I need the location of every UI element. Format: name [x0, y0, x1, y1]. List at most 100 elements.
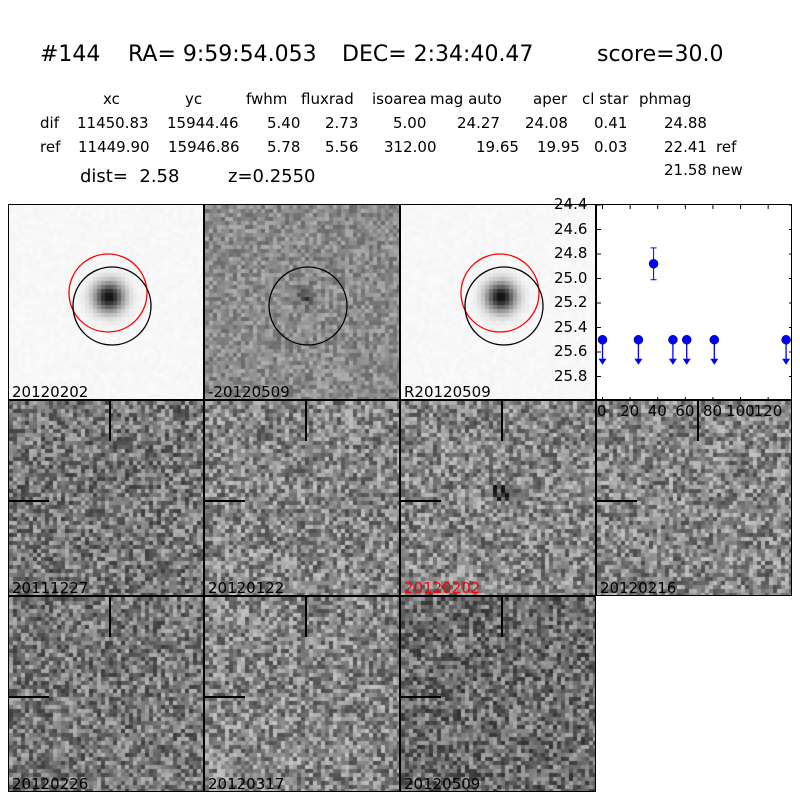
y-tick-label: 25.8: [554, 366, 588, 385]
stamp-date-label: 20120202: [404, 579, 481, 596]
table-cell: 11449.90: [78, 138, 150, 156]
table-cell: 15944.46: [167, 114, 239, 132]
crosshair-vertical: [109, 401, 111, 441]
y-tick-label: 25.2: [554, 293, 588, 311]
table-cell: 0.03: [594, 138, 628, 156]
y-tick-label: 25.4: [554, 317, 588, 336]
table-cell: 312.00: [384, 138, 437, 156]
upper-limit-point: [681, 335, 692, 365]
crosshair-vertical: [697, 401, 699, 441]
column-header: cl star: [582, 90, 629, 108]
aperture-circles: [268, 266, 348, 346]
stamp-image: [9, 597, 203, 791]
crosshair-vertical: [305, 597, 307, 637]
table-cell: 5.56: [325, 138, 359, 156]
y-tick-label: 24.6: [554, 219, 588, 238]
crosshair-vertical: [501, 401, 503, 441]
light-curve-plot: [596, 204, 792, 400]
stamp-image: [205, 597, 399, 791]
row-label: dif: [40, 114, 59, 132]
light-curve-svg: [597, 205, 791, 399]
crosshair-horizontal: [597, 500, 637, 502]
table-cell: 22.41: [664, 138, 707, 156]
table-cell: 19.95: [537, 138, 580, 156]
upper-limit-point: [781, 335, 791, 365]
row-label: ref: [40, 138, 61, 156]
new-aperture-circle: [68, 253, 148, 333]
stamp-date-label: R20120509: [404, 383, 491, 400]
stamp-image: [205, 401, 399, 595]
crosshair-horizontal: [9, 500, 49, 502]
column-header: xc: [103, 90, 120, 108]
ref-aperture-circle: [464, 266, 544, 346]
table-cell: 5.40: [267, 114, 301, 132]
column-header: fwhm: [246, 90, 288, 108]
table-cell: 5.78: [267, 138, 301, 156]
crosshair-vertical: [109, 597, 111, 637]
image-stamp: 20120122: [204, 400, 400, 596]
column-header: fluxrad: [301, 90, 354, 108]
score: score=30.0: [597, 42, 724, 67]
image-stamp: 20120226: [8, 596, 204, 792]
table-cell: 15946.86: [168, 138, 240, 156]
image-stamp: 20111227: [8, 400, 204, 596]
x-tick-label: 100: [726, 402, 755, 420]
stamp-date-label: 20120216: [600, 579, 677, 596]
crosshair-vertical: [501, 597, 503, 637]
y-tick-label: 24.8: [554, 244, 588, 262]
crosshair-horizontal: [205, 500, 245, 502]
aperture-circles: [460, 253, 544, 346]
table-cell: 19.65: [476, 138, 519, 156]
column-header: aper: [533, 90, 568, 108]
image-stamp: -20120509: [204, 204, 400, 400]
new-mag: 21.58 new: [664, 161, 743, 179]
crosshair-horizontal: [205, 696, 245, 698]
detection-point: [648, 247, 659, 281]
stamp-image: [9, 401, 203, 595]
row-suffix: ref: [716, 138, 737, 156]
stamp-date-label: -20120509: [208, 383, 290, 400]
table-cell: 2.73: [325, 114, 359, 132]
table-cell: 11450.83: [77, 114, 149, 132]
dec: DEC= 2:34:40.47: [342, 42, 534, 67]
crosshair-horizontal: [9, 696, 49, 698]
image-stamp: 20120202: [400, 400, 596, 596]
x-tick-label: 120: [753, 402, 783, 420]
candidate-id: #144: [40, 42, 101, 67]
redshift: z=0.2550: [228, 166, 316, 187]
column-header: yc: [185, 90, 203, 108]
stamp-date-label: 20120317: [208, 775, 285, 792]
image-stamp: 20120216: [596, 400, 792, 596]
y-tick-label: 24.4: [554, 195, 588, 213]
y-tick-label: 25.6: [554, 342, 588, 360]
stamp-date-label: 20120509: [404, 775, 481, 792]
upper-limit-point: [633, 335, 644, 365]
stamp-date-label: 20120122: [208, 579, 285, 596]
stamp-image: [401, 401, 595, 595]
table-cell: 5.00: [393, 114, 427, 132]
column-header: phmag: [639, 90, 692, 108]
upper-limit-point: [709, 335, 720, 365]
table-cell: 24.08: [525, 114, 568, 132]
dist: dist= 2.58: [80, 166, 180, 187]
stamp-image: [597, 401, 791, 595]
column-header: mag auto: [430, 90, 502, 108]
ref-aperture-circle: [72, 266, 152, 346]
y-tick-label: 25.0: [554, 268, 588, 287]
table-cell: 24.88: [664, 114, 707, 132]
aperture-circles: [68, 253, 152, 346]
crosshair-vertical: [305, 401, 307, 441]
stamp-date-label: 20111227: [12, 579, 89, 596]
x-tick-label: 40: [647, 402, 667, 420]
stamp-image: [9, 205, 203, 399]
new-aperture-circle: [460, 253, 540, 333]
stamp-date-label: 20120226: [12, 775, 89, 792]
x-tick-label: 20: [620, 402, 640, 420]
image-stamp: 20120317: [204, 596, 400, 792]
stamp-image: [205, 205, 399, 399]
upper-limit-point: [668, 335, 678, 365]
table-cell: 24.27: [457, 114, 500, 132]
image-stamp: R20120509: [400, 204, 596, 400]
table-cell: 0.41: [594, 114, 628, 132]
